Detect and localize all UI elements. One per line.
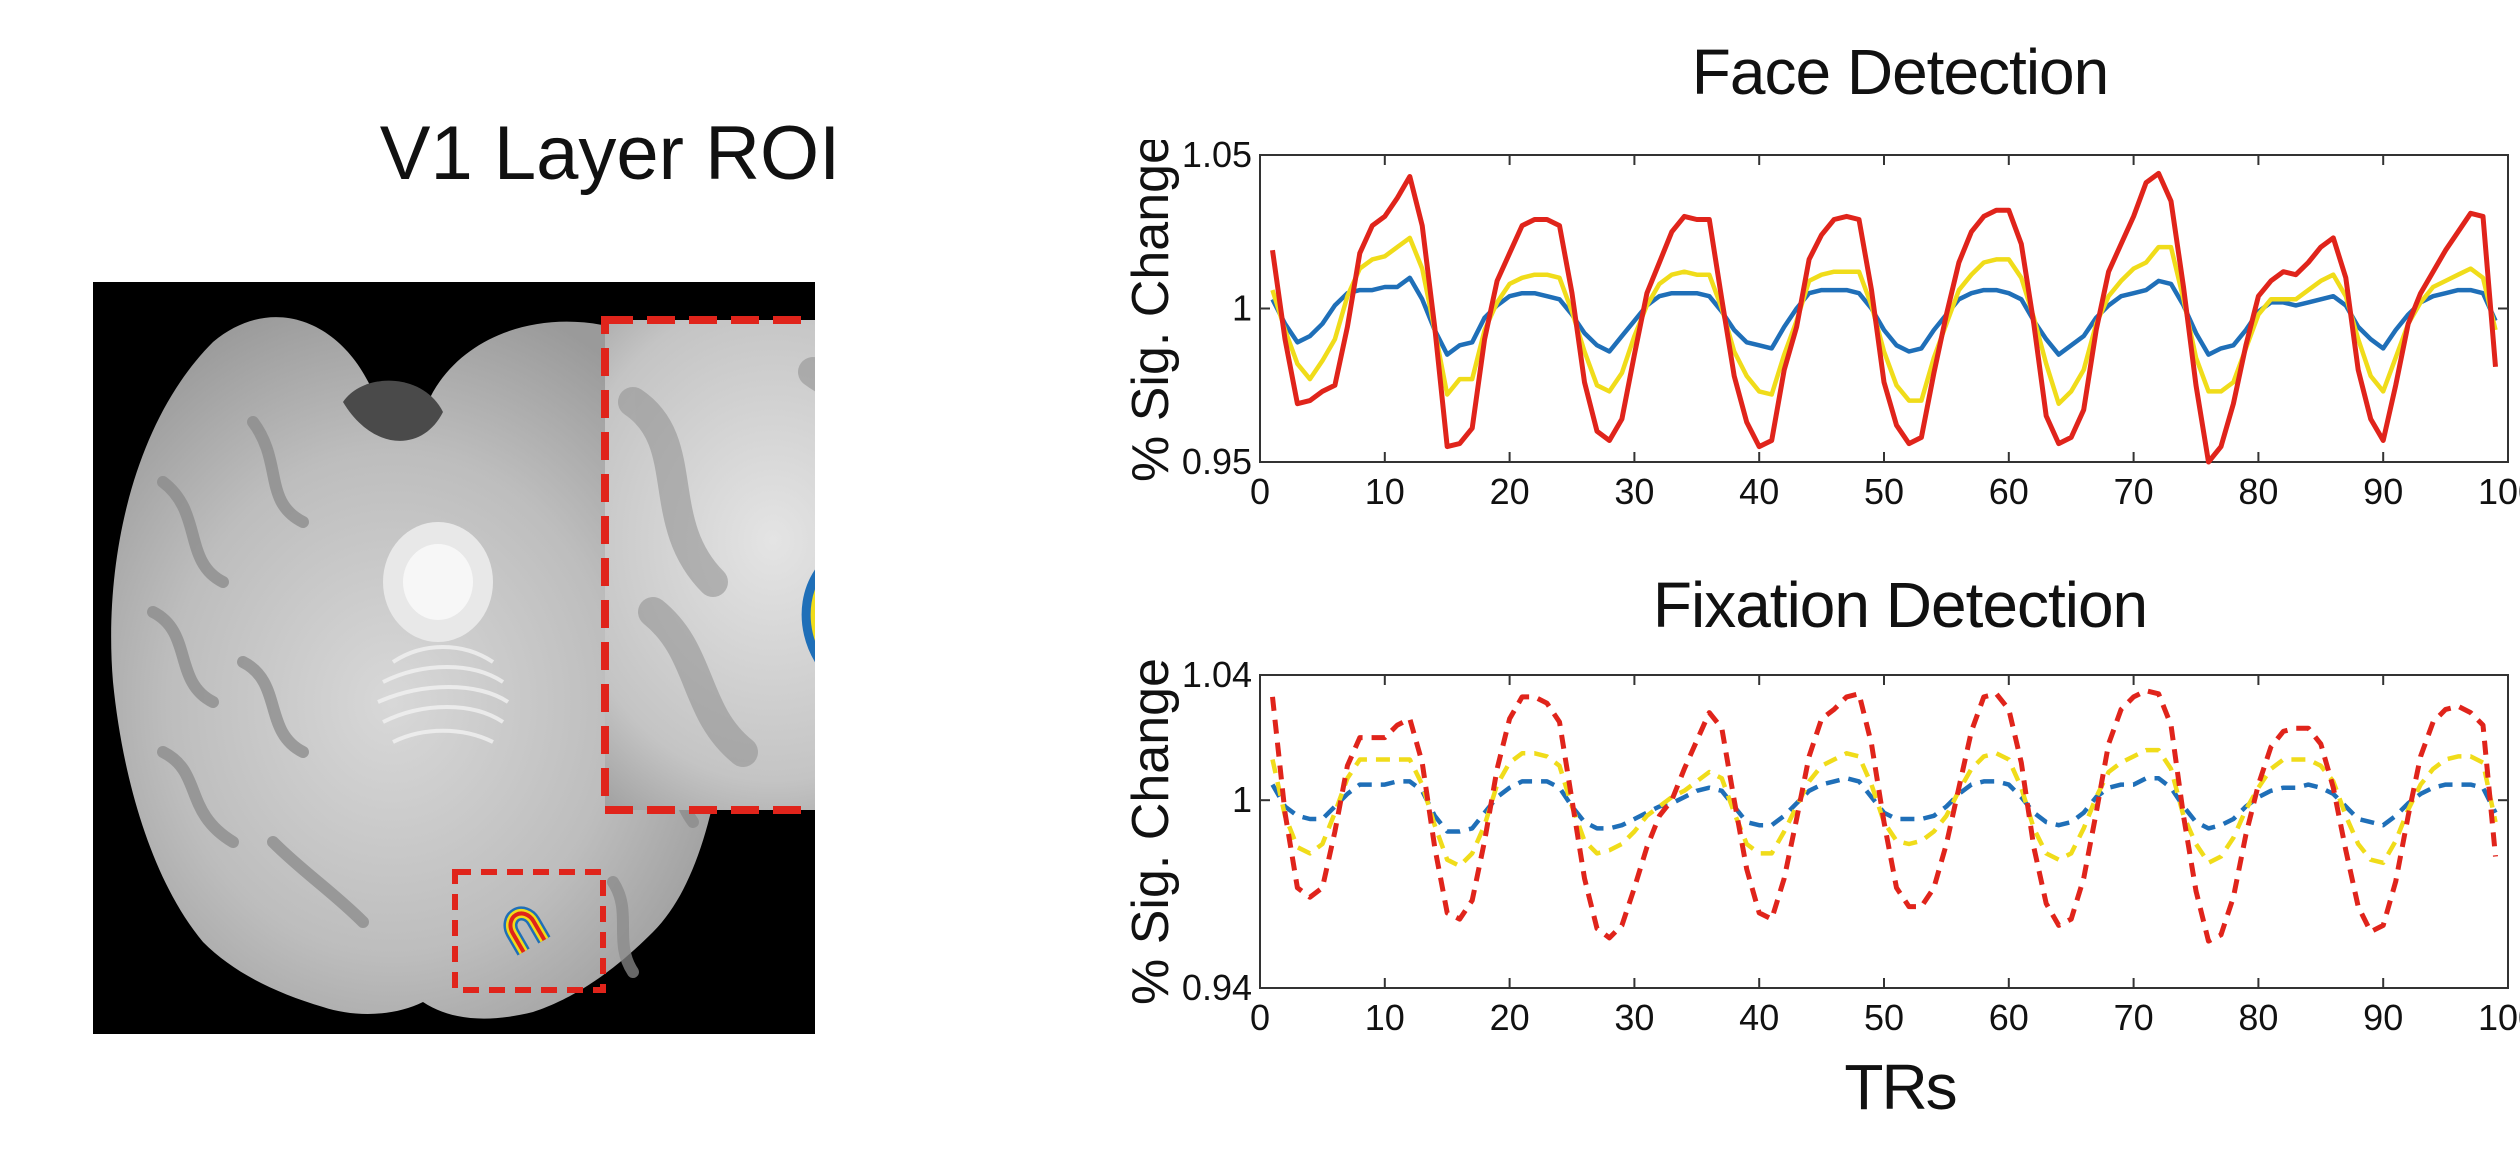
series-line-superficial — [1270, 688, 2498, 944]
x-tick-label: 100 — [2478, 997, 2520, 1038]
x-tick-label: 20 — [1490, 997, 1530, 1038]
x-tick-label: 40 — [1739, 997, 1779, 1038]
x-tick-label: 80 — [2238, 471, 2278, 512]
fixation-detection-chart: 0 10 20 30 40 50 60 70 80 90 100 0.94 1 1.04% Sig. Ch… — [1122, 660, 2520, 1038]
x-tick-label: 60 — [1989, 471, 2029, 512]
y-tick-label: 0.94 — [1182, 967, 1252, 1008]
y-axis-label: % Sig. Change — [1122, 660, 1180, 1005]
roi-small — [503, 906, 551, 956]
series-line-middle — [1270, 235, 2498, 406]
face-detection-title: Face Detection — [1691, 36, 2109, 108]
x-tick-label: 30 — [1614, 471, 1654, 512]
x-tick-label: 10 — [1365, 997, 1405, 1038]
x-tick-label: 50 — [1864, 471, 1904, 512]
plot-frame — [1259, 154, 2509, 463]
x-tick-label: 60 — [1989, 997, 2029, 1038]
fixation-detection-title: Fixation Detection — [1652, 569, 2148, 641]
y-axis-label: % Sig. Change — [1122, 140, 1180, 482]
x-tick-label: 0 — [1250, 997, 1270, 1038]
x-tick-label: 90 — [2363, 471, 2403, 512]
x-tick-label: 10 — [1365, 471, 1405, 512]
x-tick-label: 80 — [2238, 997, 2278, 1038]
y-tick-label: 1 — [1232, 288, 1252, 329]
series-line-middle — [1270, 747, 2498, 869]
x-tick-label: 70 — [2114, 997, 2154, 1038]
x-tick-label: 90 — [2363, 997, 2403, 1038]
roi-box-small — [452, 869, 606, 993]
x-tick-label: 40 — [1739, 471, 1779, 512]
face-detection-chart: 0 10 20 30 40 50 60 70 80 90 100 0.95 1 1.05% Sig. Ch… — [1122, 140, 2520, 512]
y-tick-label: 1.04 — [1182, 660, 1252, 695]
series-line-deep — [1270, 275, 2498, 357]
x-tick-label: 0 — [1250, 471, 1270, 512]
series-line-superficial — [1270, 170, 2498, 465]
roi-box-zoomed — [601, 316, 815, 814]
y-tick-label: 1 — [1232, 779, 1252, 820]
zoom-inset — [601, 316, 815, 814]
y-tick-label: 1.05 — [1182, 140, 1252, 175]
roi-title: V1 Layer ROI — [379, 111, 841, 196]
x-axis-label: TRs — [1844, 1051, 1957, 1123]
x-tick-label: 100 — [2478, 471, 2520, 512]
x-tick-label: 30 — [1614, 997, 1654, 1038]
y-tick-label: 0.95 — [1182, 441, 1252, 482]
x-tick-label: 70 — [2114, 471, 2154, 512]
brain-mri-panel — [93, 282, 815, 1034]
x-tick-label: 50 — [1864, 997, 1904, 1038]
x-tick-label: 20 — [1490, 471, 1530, 512]
